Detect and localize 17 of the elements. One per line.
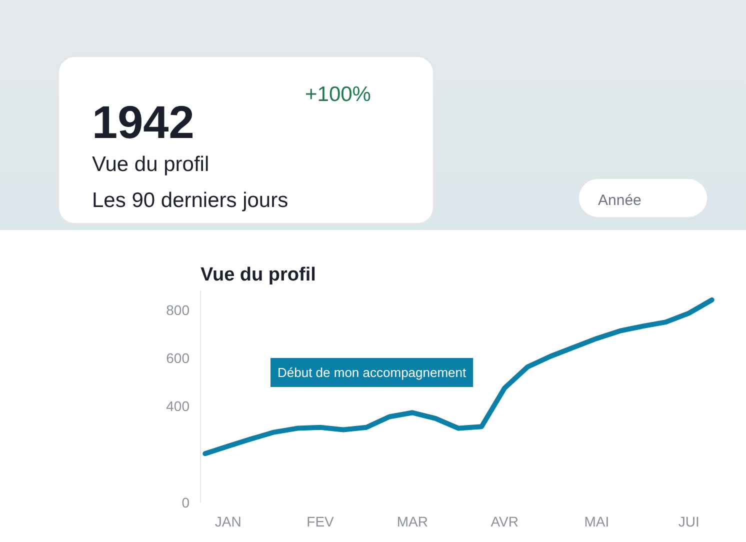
text: Année — [598, 191, 642, 211]
y-tick-label: 0 — [182, 494, 190, 510]
x-tick-label: MAI — [584, 514, 610, 530]
text: 1942 — [92, 96, 194, 148]
text: Vue du profil — [92, 152, 210, 178]
x-tick-label: JAN — [214, 514, 242, 530]
x-tick-label: MAR — [396, 514, 428, 530]
text: +100% — [305, 82, 371, 108]
y-tick-label: 400 — [166, 398, 190, 414]
x-tick-label: FEV — [306, 514, 335, 530]
x-tick-label: AVR — [490, 514, 518, 530]
y-tick-label: 800 — [166, 302, 190, 318]
annotation: Début de mon accompagnement — [278, 365, 466, 380]
x-tick-label: JUI — [678, 514, 700, 530]
text: Les 90 derniers jours — [92, 188, 288, 214]
y-tick-label: 600 — [166, 350, 190, 366]
chart-title: Vue du profil — [200, 264, 316, 286]
